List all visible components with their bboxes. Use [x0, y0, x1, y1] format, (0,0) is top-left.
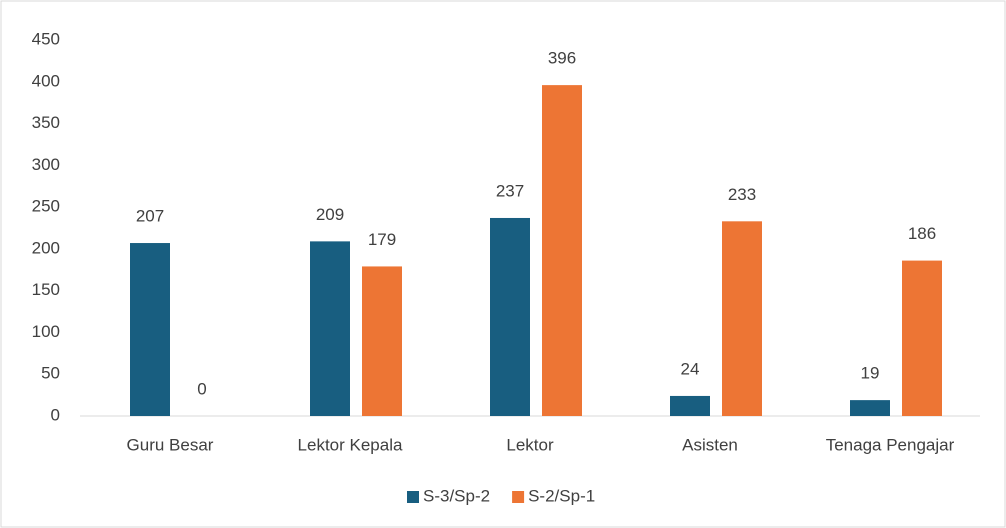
y-tick-label: 450 [32, 29, 60, 48]
y-tick-label: 150 [32, 280, 60, 299]
legend-swatch [407, 491, 419, 503]
x-tick-label: Guru Besar [127, 435, 214, 454]
bar [722, 221, 762, 416]
x-tick-label: Lektor Kepala [298, 435, 403, 454]
y-tick-label: 250 [32, 197, 60, 216]
data-label: 237 [496, 181, 524, 200]
bar [670, 395, 710, 416]
data-label: 186 [908, 224, 936, 243]
bar [310, 241, 350, 416]
bar [362, 266, 402, 416]
legend-label: S-3/Sp-2 [423, 486, 490, 505]
y-tick-label: 200 [32, 238, 60, 257]
bar [542, 85, 582, 417]
bar [490, 217, 530, 416]
bar [850, 400, 890, 416]
data-label: 207 [136, 207, 164, 226]
y-tick-label: 400 [32, 71, 60, 90]
bar [902, 260, 942, 416]
y-tick-label: 0 [51, 405, 60, 424]
x-tick-label: Lektor [506, 435, 554, 454]
data-label: 0 [197, 379, 206, 398]
data-label: 179 [368, 230, 396, 249]
data-label: 209 [316, 205, 344, 224]
data-label: 396 [548, 49, 576, 68]
legend-label: S-2/Sp-1 [528, 486, 595, 505]
data-label: 19 [861, 364, 880, 383]
x-tick-label: Asisten [682, 435, 738, 454]
y-tick-label: 350 [32, 113, 60, 132]
y-tick-label: 50 [41, 364, 60, 383]
x-tick-label: Tenaga Pengajar [826, 435, 955, 454]
y-tick-label: 300 [32, 155, 60, 174]
y-tick-label: 100 [32, 322, 60, 341]
legend-swatch [512, 491, 525, 503]
data-label: 24 [681, 359, 700, 378]
bar [130, 243, 170, 416]
data-label: 233 [728, 185, 756, 204]
